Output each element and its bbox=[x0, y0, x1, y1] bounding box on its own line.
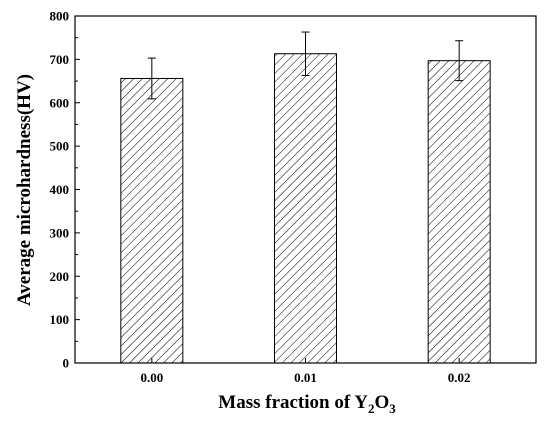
x-axis-title-main: Mass fraction of Y bbox=[218, 392, 368, 413]
bar bbox=[274, 53, 337, 364]
plot-area: 0 100 200 300 400 500 600 700 800 0.00 0.01 0.02 bbox=[50, 9, 537, 385]
y-tick-label: 400 bbox=[50, 182, 70, 197]
x-tick-label: 0.01 bbox=[294, 370, 317, 385]
x-tick-label: 0.02 bbox=[448, 370, 471, 385]
bar bbox=[427, 60, 491, 364]
y-tick-label: 600 bbox=[50, 95, 70, 110]
x-axis-title-sub1: 2 bbox=[368, 401, 375, 416]
y-tick-label: 0 bbox=[63, 356, 70, 371]
x-axis-title-mid: O bbox=[374, 392, 389, 413]
x-axis-title: Mass fraction of Y2O3 bbox=[218, 392, 396, 416]
y-axis-title: Average microhardness(HV) bbox=[14, 74, 35, 306]
y-tick-label: 800 bbox=[50, 9, 70, 24]
x-axis-title-sub2: 3 bbox=[389, 401, 396, 416]
x-tick-label: 0.00 bbox=[140, 370, 163, 385]
y-tick-label: 100 bbox=[50, 312, 70, 327]
bar bbox=[120, 77, 184, 364]
y-tick-label: 300 bbox=[50, 225, 70, 240]
y-tick-label: 500 bbox=[50, 139, 70, 154]
y-tick-label: 700 bbox=[50, 52, 70, 67]
y-tick-label: 200 bbox=[50, 269, 70, 284]
